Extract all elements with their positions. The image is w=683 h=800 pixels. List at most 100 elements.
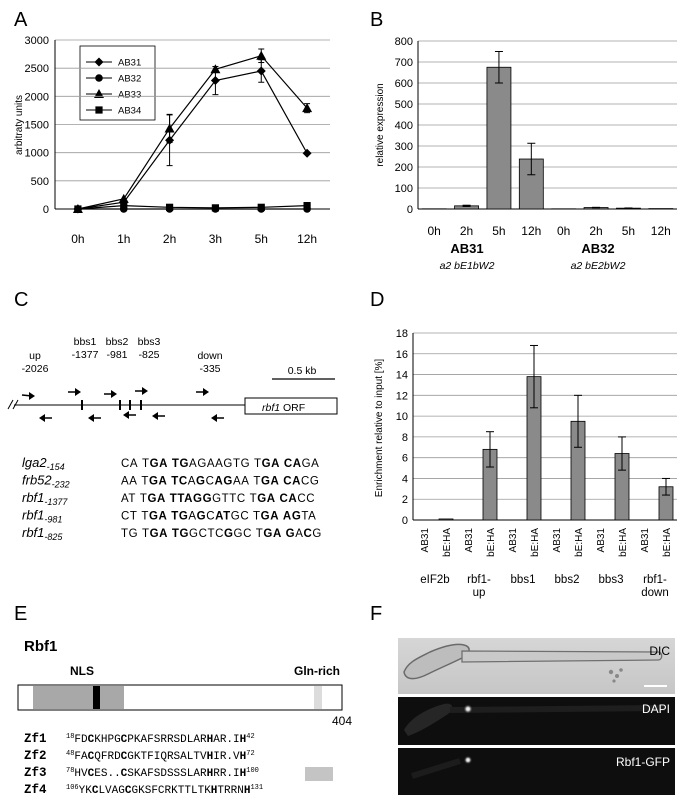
chart-a-ytick: 3000: [25, 35, 49, 47]
primer-bbs2-pos: -981: [106, 349, 127, 361]
alignment-gene-name: frb52-232: [22, 473, 70, 490]
chart-b-xtick: 0h: [557, 224, 570, 238]
chart-b-ylabel: relative expression: [375, 83, 386, 166]
zinc-finger-sequence: 106YKCLVAGCGKSFCRKTTLTKHTRRNH131: [66, 784, 263, 797]
chart-a-legend-marker-ab34: [95, 106, 103, 114]
protein-length: 404: [332, 714, 352, 728]
panel-label-b: B: [370, 9, 383, 31]
dapi-nucleus: [463, 704, 473, 714]
chart-a-ytick: 2000: [25, 91, 49, 103]
primer-up-name: up: [29, 350, 41, 362]
chart-a-legend-marker-ab31: [94, 57, 104, 67]
chart-d-ytick: 8: [402, 432, 408, 444]
chart-b-ytick: 300: [395, 141, 413, 153]
protein-name: Rbf1: [24, 638, 57, 655]
gfp-label: Rbf1-GFP: [616, 755, 670, 769]
alignment-sequence: AT TGA TTAGGGTTC TGA CACC: [121, 493, 315, 505]
chart-a-ytick: 2500: [25, 63, 49, 75]
chart-a-ytick: 0: [43, 204, 49, 216]
zinc-finger-name: Zf2: [24, 749, 47, 763]
chart-b-group-ab31: AB31: [450, 241, 483, 256]
chart-b-group-ab32: AB32: [581, 241, 614, 256]
panel-label-c: C: [14, 289, 28, 311]
arrow-down-rev-head: [211, 414, 217, 422]
primer-up-pos: -2026: [22, 363, 49, 375]
alignment-gene-name: rbf1-1377: [22, 490, 68, 507]
chart-a-legend-marker-ab33: [94, 89, 104, 98]
microscopy-panel: DIC DAPI Rbf1-GFP: [398, 638, 675, 795]
zinc-finger-name: Zf1: [24, 732, 47, 746]
chart-b-xtick: 5h: [492, 224, 505, 238]
dic-debris-2: [615, 674, 619, 678]
arrow-up-rev-head: [39, 414, 45, 422]
chart-b-ytick: 400: [395, 120, 413, 132]
zinc-finger-name: Zf4: [24, 783, 47, 797]
nls-label: NLS: [70, 664, 94, 678]
chart-a-xtick: 0h: [71, 232, 84, 246]
panel-label-f: F: [370, 603, 382, 625]
chart-d-xtick: bE:HA: [442, 528, 453, 557]
chart-a-ylabel: arbitraty units: [14, 95, 25, 155]
dapi-cell-faint: [404, 703, 453, 736]
alignment-sequence: CA TGA TGAGAAGTG TGA CAGA: [121, 458, 319, 470]
chart-a-point-ab34: [120, 202, 128, 210]
chart-b-xtick: 12h: [521, 224, 541, 238]
chart-b-ytick: 500: [395, 99, 413, 111]
chart-a-series-line-ab31: [77, 70, 308, 210]
chart-a-legend-entry: AB31: [118, 58, 141, 69]
dic-label: DIC: [649, 644, 670, 658]
chart-a: arbitraty units AB31 AB32 AB33 AB34 0 500 100…: [14, 35, 330, 246]
chart-d-ylabel: Enrichment relative to input [%]: [374, 359, 385, 498]
chart-b-ytick: 700: [395, 57, 413, 69]
zinc-finger-region: [33, 686, 124, 709]
dapi-label: DAPI: [642, 702, 670, 716]
chart-a-series-line-ab34: [77, 205, 308, 210]
chart-d-bar: [438, 518, 454, 521]
chart-a-point-ab31: [210, 76, 220, 86]
chart-d-xtick: bE:HA: [574, 528, 585, 557]
chart-b-xtick: 5h: [622, 224, 635, 238]
chart-b-ytick: 600: [395, 78, 413, 90]
chart-d-group-label: bbs1: [511, 574, 536, 586]
chart-d: Enrichment relative to input [%] 0 2 4 6 8 10…: [374, 328, 677, 599]
chart-b-ytick: 800: [395, 36, 413, 48]
chart-a-point-ab33: [302, 103, 313, 113]
chart-b-xtick: 2h: [589, 224, 602, 238]
break-mark-2: [12, 399, 19, 410]
panel-label-d: D: [370, 289, 384, 311]
dic-debris-4: [612, 679, 616, 683]
chart-d-group-label: rbf1-up: [467, 574, 491, 599]
promoter-map: 0.5 kb rbf1 ORF up -2026 bbs1 -1377 bbs2…: [7, 336, 338, 542]
primer-bbs3-name: bbs3: [138, 336, 161, 348]
chart-d-xtick: bE:HA: [486, 528, 497, 557]
arrow-down-fwd-head: [203, 388, 209, 396]
chart-d-xtick: bE:HA: [662, 528, 673, 557]
dic-debris-1: [608, 669, 614, 675]
rbf1-orf-box: [244, 397, 338, 415]
chart-a-legend-entry: AB33: [118, 90, 141, 101]
dapi-image: [398, 697, 675, 745]
chart-d-ytick: 18: [396, 328, 408, 340]
primer-bbs1-name: bbs1: [74, 336, 97, 348]
chart-a-legend: AB31 AB32 AB33 AB34: [79, 45, 156, 121]
chart-a-xtick: 3h: [209, 232, 222, 246]
chart-b-ytick: 100: [395, 183, 413, 195]
primer-down-name: down: [197, 350, 222, 362]
chart-b-ytick: 200: [395, 162, 413, 174]
chart-d-ytick: 0: [402, 515, 408, 527]
chart-a-point-ab34: [257, 203, 265, 211]
gfp-cell-faint: [411, 758, 461, 779]
zinc-finger-sequence: 48FACQFRDCGKTFIQRSALTVHIR.VH72: [66, 750, 255, 763]
protein-domain-map: Rbf1 NLS Gln-rich 404 Zf1 18FDCKHPGCPKAFS…: [17, 638, 352, 797]
chart-a-xtick: 12h: [297, 232, 317, 246]
primer-down-pos: -335: [199, 363, 220, 375]
gln-rich-region: [314, 686, 322, 709]
chart-d-group-label: rbf1-down: [641, 574, 669, 599]
chart-a-point-ab33: [164, 123, 175, 133]
alignment-gene-name: rbf1-981: [22, 508, 62, 525]
chart-a-point-ab34: [211, 204, 220, 212]
chart-b-genotype-ab31: a2 bE1bW2: [440, 260, 495, 272]
alignment-gene-name: lga2-154: [22, 455, 65, 472]
chart-a-ytick: 1000: [25, 148, 49, 160]
